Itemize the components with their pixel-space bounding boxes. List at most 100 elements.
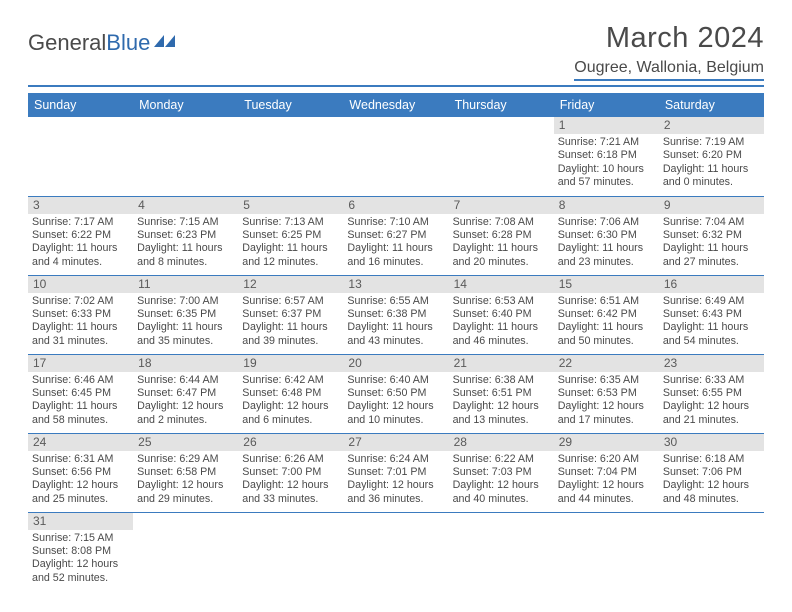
sunset-line: Sunset: 8:08 PM [32,545,129,558]
sunset-line: Sunset: 6:43 PM [663,308,760,321]
weekday-header: Thursday [449,93,554,117]
sunrise-line: Sunrise: 7:00 AM [137,295,234,308]
day-content: Sunrise: 6:51 AMSunset: 6:42 PMDaylight:… [554,293,659,351]
sunset-line: Sunset: 6:32 PM [663,229,760,242]
day-content: Sunrise: 6:33 AMSunset: 6:55 PMDaylight:… [659,372,764,430]
sunrise-line: Sunrise: 6:40 AM [347,374,444,387]
day-content: Sunrise: 6:24 AMSunset: 7:01 PMDaylight:… [343,451,448,509]
calendar-cell: 13Sunrise: 6:55 AMSunset: 6:38 PMDayligh… [343,275,448,354]
day-number: 12 [238,276,343,293]
day-number: 10 [28,276,133,293]
day-number: 4 [133,197,238,214]
sunrise-line: Sunrise: 6:44 AM [137,374,234,387]
sunset-line: Sunset: 6:22 PM [32,229,129,242]
daylight-line: Daylight: 12 hours and 36 minutes. [347,479,444,506]
day-content: Sunrise: 6:20 AMSunset: 7:04 PMDaylight:… [554,451,659,509]
sunset-line: Sunset: 6:18 PM [558,149,655,162]
daylight-line: Daylight: 12 hours and 29 minutes. [137,479,234,506]
day-number: 19 [238,355,343,372]
sunrise-line: Sunrise: 6:49 AM [663,295,760,308]
day-content: Sunrise: 6:55 AMSunset: 6:38 PMDaylight:… [343,293,448,351]
day-content: Sunrise: 6:46 AMSunset: 6:45 PMDaylight:… [28,372,133,430]
calendar-cell: 3Sunrise: 7:17 AMSunset: 6:22 PMDaylight… [28,196,133,275]
calendar-cell: 17Sunrise: 6:46 AMSunset: 6:45 PMDayligh… [28,354,133,433]
sunset-line: Sunset: 6:53 PM [558,387,655,400]
day-content: Sunrise: 6:26 AMSunset: 7:00 PMDaylight:… [238,451,343,509]
calendar-cell-empty [133,117,238,196]
sunrise-line: Sunrise: 6:57 AM [242,295,339,308]
calendar-cell: 26Sunrise: 6:26 AMSunset: 7:00 PMDayligh… [238,433,343,512]
calendar-cell-empty [343,117,448,196]
day-number: 20 [343,355,448,372]
sunset-line: Sunset: 6:20 PM [663,149,760,162]
calendar-cell: 8Sunrise: 7:06 AMSunset: 6:30 PMDaylight… [554,196,659,275]
sunset-line: Sunset: 6:48 PM [242,387,339,400]
sunrise-line: Sunrise: 6:35 AM [558,374,655,387]
calendar-cell: 29Sunrise: 6:20 AMSunset: 7:04 PMDayligh… [554,433,659,512]
sunrise-line: Sunrise: 6:33 AM [663,374,760,387]
calendar-cell-empty [133,512,238,591]
calendar-cell: 14Sunrise: 6:53 AMSunset: 6:40 PMDayligh… [449,275,554,354]
day-number: 17 [28,355,133,372]
day-content: Sunrise: 6:22 AMSunset: 7:03 PMDaylight:… [449,451,554,509]
sunrise-line: Sunrise: 7:17 AM [32,216,129,229]
sunset-line: Sunset: 6:50 PM [347,387,444,400]
sunrise-line: Sunrise: 6:22 AM [453,453,550,466]
sunset-line: Sunset: 6:23 PM [137,229,234,242]
calendar-cell: 21 Sunrise: 6:38 AMSunset: 6:51 PMDayligh… [449,354,554,433]
day-number: 15 [554,276,659,293]
sunset-line: Sunset: 6:51 PM [453,387,550,400]
sunrise-line: Sunrise: 6:38 AM [453,374,550,387]
daylight-line: Daylight: 11 hours and 4 minutes. [32,242,129,269]
weekday-header-row: Sunday Monday Tuesday Wednesday Thursday… [28,93,764,117]
calendar-cell: 25Sunrise: 6:29 AMSunset: 6:58 PMDayligh… [133,433,238,512]
sunrise-line: Sunrise: 7:10 AM [347,216,444,229]
day-content: Sunrise: 7:00 AMSunset: 6:35 PMDaylight:… [133,293,238,351]
daylight-line: Daylight: 12 hours and 48 minutes. [663,479,760,506]
daylight-line: Daylight: 12 hours and 2 minutes. [137,400,234,427]
daylight-line: Daylight: 12 hours and 13 minutes. [453,400,550,427]
divider [28,85,764,87]
day-number: 21 [449,355,554,372]
day-number: 1 [554,117,659,134]
day-number: 29 [554,434,659,451]
day-content: Sunrise: 6:40 AMSunset: 6:50 PMDaylight:… [343,372,448,430]
sunrise-line: Sunrise: 7:15 AM [32,532,129,545]
day-number: 30 [659,434,764,451]
daylight-line: Daylight: 11 hours and 39 minutes. [242,321,339,348]
daylight-line: Daylight: 11 hours and 8 minutes. [137,242,234,269]
sunrise-line: Sunrise: 6:26 AM [242,453,339,466]
day-number: 16 [659,276,764,293]
sunrise-line: Sunrise: 7:13 AM [242,216,339,229]
calendar-row: 1Sunrise: 7:21 AMSunset: 6:18 PMDaylight… [28,117,764,196]
day-number: 28 [449,434,554,451]
calendar-cell-empty [554,512,659,591]
day-number: 6 [343,197,448,214]
calendar-table: Sunday Monday Tuesday Wednesday Thursday… [28,93,764,591]
calendar-cell: 19Sunrise: 6:42 AMSunset: 6:48 PMDayligh… [238,354,343,433]
day-content: Sunrise: 7:17 AMSunset: 6:22 PMDaylight:… [28,214,133,272]
day-number: 25 [133,434,238,451]
calendar-cell: 15Sunrise: 6:51 AMSunset: 6:42 PMDayligh… [554,275,659,354]
day-content: Sunrise: 7:19 AMSunset: 6:20 PMDaylight:… [659,134,764,192]
calendar-cell: 2Sunrise: 7:19 AMSunset: 6:20 PMDaylight… [659,117,764,196]
daylight-line: Daylight: 12 hours and 25 minutes. [32,479,129,506]
day-content: Sunrise: 7:15 AMSunset: 8:08 PMDaylight:… [28,530,133,588]
day-content: Sunrise: 6:49 AMSunset: 6:43 PMDaylight:… [659,293,764,351]
calendar-cell: 28Sunrise: 6:22 AMSunset: 7:03 PMDayligh… [449,433,554,512]
day-number: 3 [28,197,133,214]
sunset-line: Sunset: 7:01 PM [347,466,444,479]
day-content: Sunrise: 6:53 AMSunset: 6:40 PMDaylight:… [449,293,554,351]
day-content: Sunrise: 6:31 AMSunset: 6:56 PMDaylight:… [28,451,133,509]
logo-text-2: Blue [106,30,150,56]
sunrise-line: Sunrise: 6:46 AM [32,374,129,387]
daylight-line: Daylight: 12 hours and 17 minutes. [558,400,655,427]
sunset-line: Sunset: 6:37 PM [242,308,339,321]
sunrise-line: Sunrise: 7:08 AM [453,216,550,229]
sunset-line: Sunset: 7:03 PM [453,466,550,479]
day-content: Sunrise: 6:35 AMSunset: 6:53 PMDaylight:… [554,372,659,430]
sunset-line: Sunset: 6:28 PM [453,229,550,242]
daylight-line: Daylight: 10 hours and 57 minutes. [558,163,655,190]
daylight-line: Daylight: 11 hours and 16 minutes. [347,242,444,269]
calendar-body: 1Sunrise: 7:21 AMSunset: 6:18 PMDaylight… [28,117,764,591]
